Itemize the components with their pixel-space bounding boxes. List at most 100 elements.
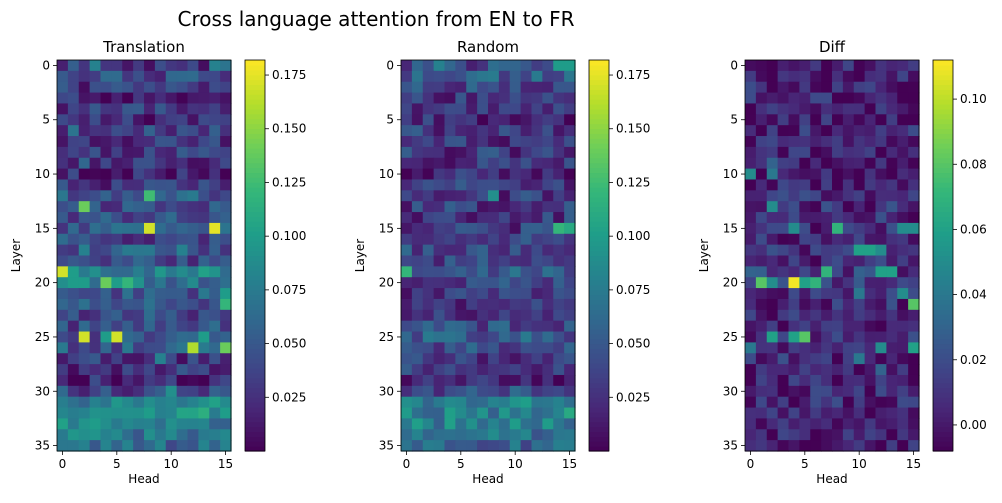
colorbar-segment (589, 402, 609, 408)
heatmap-cell (799, 440, 811, 452)
heatmap-cell (422, 60, 435, 72)
heatmap-cell (198, 190, 210, 202)
heatmap-cell (509, 60, 522, 72)
heatmap-cell (444, 320, 456, 333)
colorbar-segment (245, 113, 265, 120)
heatmap-cell (897, 396, 909, 409)
heatmap-cell (133, 374, 145, 387)
heatmap-cell (875, 407, 887, 420)
heatmap-cell (553, 364, 565, 376)
heatmap-cell (509, 298, 522, 311)
heatmap-cell (209, 309, 221, 322)
colorbar-segment (933, 94, 953, 100)
heatmap-cell (488, 212, 500, 224)
heatmap-cell (422, 396, 435, 409)
y-tick-label: 10 (723, 167, 738, 181)
heatmap-cell (209, 255, 221, 267)
colorbar-tick-label: 0.150 (616, 122, 650, 136)
heatmap-cell (455, 374, 467, 387)
heatmap-cell (777, 136, 790, 148)
heatmap-cell (853, 385, 866, 398)
y-tick-label: 30 (379, 384, 394, 398)
colorbar-segment (933, 323, 953, 330)
heatmap-cell (864, 396, 877, 409)
heatmap-cell (908, 222, 920, 235)
heatmap-cell (144, 190, 156, 202)
heatmap-cell (122, 396, 134, 409)
heatmap-cell (176, 146, 189, 159)
heatmap-cell (78, 440, 91, 452)
heatmap-cell (799, 114, 811, 126)
heatmap-cell (777, 374, 790, 387)
heatmap-cell (553, 385, 565, 398)
heatmap-cell (466, 146, 478, 159)
heatmap-cell (788, 233, 800, 246)
heatmap-cell (220, 364, 232, 376)
heatmap-cell (875, 429, 887, 441)
colorbar-segment (245, 402, 265, 408)
colorbar-segment (933, 216, 953, 222)
heatmap-cell (755, 81, 768, 94)
colorbar-segment (933, 182, 953, 188)
heatmap-cell (564, 179, 576, 191)
heatmap-cell (777, 157, 790, 170)
heatmap-cell (553, 374, 565, 387)
colorbar-segment (933, 416, 953, 423)
heatmap-cell (133, 136, 145, 148)
heatmap-cell (832, 157, 844, 170)
heatmap-cell (78, 92, 91, 105)
colorbar-segment (589, 304, 609, 310)
heatmap-cell (799, 429, 811, 441)
heatmap-cell (89, 309, 102, 322)
heatmap-cell (133, 92, 145, 105)
colorbar-segment (245, 187, 265, 193)
heatmap-cell (842, 168, 855, 181)
heatmap-cell (832, 125, 844, 137)
heatmap-cell (67, 201, 80, 213)
heatmap-cell (187, 136, 199, 148)
colorbar-segment (933, 382, 953, 389)
heatmap-cell (57, 320, 69, 333)
heatmap-cell (444, 201, 456, 213)
heatmap-cell (444, 385, 456, 398)
heatmap-cell (411, 70, 424, 83)
colorbar-segment (933, 446, 953, 452)
heatmap-cell (444, 157, 456, 170)
heatmap-cell (875, 309, 887, 322)
colorbar-segment (245, 167, 265, 174)
heatmap-cell (144, 212, 156, 224)
colorbar-segment (589, 69, 609, 76)
heatmap-cell (444, 374, 456, 387)
heatmap-cell (133, 385, 145, 398)
colorbar-segment (589, 128, 609, 134)
heatmap-cell (122, 136, 134, 148)
heatmap-cell (766, 60, 779, 72)
heatmap-cell (220, 331, 232, 343)
heatmap-cell (220, 212, 232, 224)
heatmap-cell (853, 374, 866, 387)
heatmap-cell (57, 70, 69, 83)
heatmap-cell (542, 157, 554, 170)
heatmap-cell (842, 320, 855, 333)
heatmap-cell (509, 266, 522, 278)
heatmap-cell (821, 385, 833, 398)
heatmap-cell (531, 190, 543, 202)
heatmap-cell (488, 407, 500, 420)
colorbar-segment (245, 319, 265, 325)
heatmap-cell (821, 255, 833, 267)
heatmap-cell (520, 255, 533, 267)
heatmap-cell (810, 331, 822, 343)
heatmap-cell (799, 212, 811, 224)
heatmap-cell (799, 125, 811, 137)
y-tick-label: 35 (379, 439, 394, 453)
colorbar-tick-label: 0.06 (960, 222, 987, 236)
colorbar-segment (589, 94, 609, 100)
heatmap-cell (864, 233, 877, 246)
heatmap-cell (187, 385, 199, 398)
heatmap-cell (401, 288, 413, 300)
heatmap-cell (154, 146, 167, 159)
heatmap-cell (89, 331, 102, 343)
heatmap-cell (799, 342, 811, 354)
heatmap-cell (832, 440, 844, 452)
colorbar-segment (589, 309, 609, 315)
